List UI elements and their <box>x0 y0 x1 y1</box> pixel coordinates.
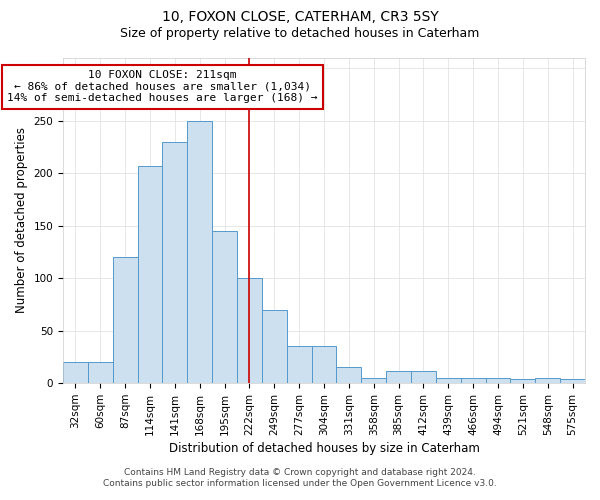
Text: Size of property relative to detached houses in Caterham: Size of property relative to detached ho… <box>121 28 479 40</box>
Text: 10, FOXON CLOSE, CATERHAM, CR3 5SY: 10, FOXON CLOSE, CATERHAM, CR3 5SY <box>161 10 439 24</box>
Bar <box>337 368 361 383</box>
Bar <box>386 370 411 383</box>
Bar <box>262 310 287 383</box>
Bar <box>113 257 137 383</box>
Y-axis label: Number of detached properties: Number of detached properties <box>15 128 28 314</box>
Bar <box>485 378 511 383</box>
Bar <box>63 362 88 383</box>
Text: 10 FOXON CLOSE: 211sqm
← 86% of detached houses are smaller (1,034)
14% of semi-: 10 FOXON CLOSE: 211sqm ← 86% of detached… <box>7 70 318 103</box>
Bar <box>212 231 237 383</box>
Bar <box>287 346 311 383</box>
Text: Contains HM Land Registry data © Crown copyright and database right 2024.
Contai: Contains HM Land Registry data © Crown c… <box>103 468 497 487</box>
Bar <box>137 166 163 383</box>
X-axis label: Distribution of detached houses by size in Caterham: Distribution of detached houses by size … <box>169 442 479 455</box>
Bar <box>436 378 461 383</box>
Bar <box>237 278 262 383</box>
Bar <box>311 346 337 383</box>
Bar <box>461 378 485 383</box>
Bar <box>535 378 560 383</box>
Bar <box>187 120 212 383</box>
Bar <box>511 379 535 383</box>
Bar <box>560 379 585 383</box>
Bar <box>163 142 187 383</box>
Bar <box>361 378 386 383</box>
Bar <box>411 370 436 383</box>
Bar <box>88 362 113 383</box>
